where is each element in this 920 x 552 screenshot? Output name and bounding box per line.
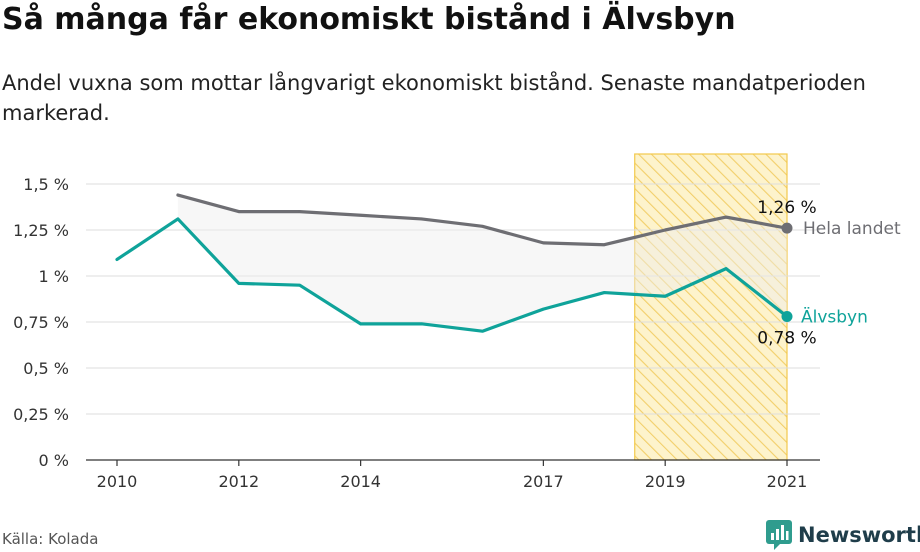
data-point-alvsbyn — [115, 258, 118, 261]
data-point-alvsbyn — [359, 322, 362, 325]
data-point-hela_landet — [176, 193, 179, 196]
data-point-alvsbyn — [664, 295, 667, 298]
chart-title: Så många får ekonomiskt bistånd i Älvsby… — [2, 2, 736, 37]
data-point-alvsbyn — [298, 284, 301, 287]
data-point-hela_landet — [359, 214, 362, 217]
data-point-hela_landet — [237, 210, 240, 213]
data-point-hela_landet — [664, 228, 667, 231]
brand-logo: Newsworthy — [766, 519, 920, 551]
series-label-hela-landet: Hela landet — [803, 219, 901, 239]
y-tick-label: 0,75 % — [13, 313, 69, 332]
brand-name: Newsworthy — [798, 523, 920, 547]
x-tick-label: 2012 — [218, 472, 259, 491]
y-tick-label: 1,25 % — [13, 221, 69, 240]
x-tick-label: 2019 — [645, 472, 686, 491]
data-point-alvsbyn — [420, 322, 423, 325]
data-point-alvsbyn — [603, 291, 606, 294]
data-point-hela_landet — [298, 210, 301, 213]
data-point-hela_landet — [603, 243, 606, 246]
data-point-hela_landet — [481, 225, 484, 228]
end-marker-hela_landet — [781, 222, 793, 234]
data-point-hela_landet — [542, 241, 545, 244]
data-point-alvsbyn — [724, 267, 727, 270]
series-label-alvsbyn: Älvsbyn — [801, 306, 868, 327]
source-note: Källa: Kolada — [2, 530, 99, 548]
data-point-alvsbyn — [542, 308, 545, 311]
x-tick-label: 2017 — [523, 472, 564, 491]
highlight-period — [634, 154, 787, 460]
data-point-alvsbyn — [176, 217, 179, 220]
y-tick-label: 1 % — [39, 267, 69, 286]
y-tick-label: 1,5 % — [23, 175, 69, 194]
x-tick-label: 2021 — [767, 472, 808, 491]
data-point-hela_landet — [724, 216, 727, 219]
y-tick-label: 0,5 % — [23, 359, 69, 378]
y-tick-label: 0 % — [39, 451, 69, 470]
x-tick-label: 2014 — [340, 472, 381, 491]
chart-subtitle: Andel vuxna som mottar långvarigt ekonom… — [2, 71, 866, 125]
data-point-alvsbyn — [481, 330, 484, 333]
x-tick-label: 2010 — [97, 472, 138, 491]
y-tick-label: 0,25 % — [13, 405, 69, 424]
difference-band — [177, 195, 788, 332]
data-point-alvsbyn — [237, 282, 240, 285]
data-point-hela_landet — [420, 217, 423, 220]
value-label-hela-landet: 1,26 % — [757, 198, 816, 218]
series-line-alvsbyn — [115, 217, 789, 333]
series-line-hela_landet — [176, 193, 789, 247]
newsworthy-logo-icon — [766, 520, 792, 550]
value-label-alvsbyn: 0,78 % — [757, 328, 816, 348]
end-marker-alvsbyn — [781, 310, 793, 322]
